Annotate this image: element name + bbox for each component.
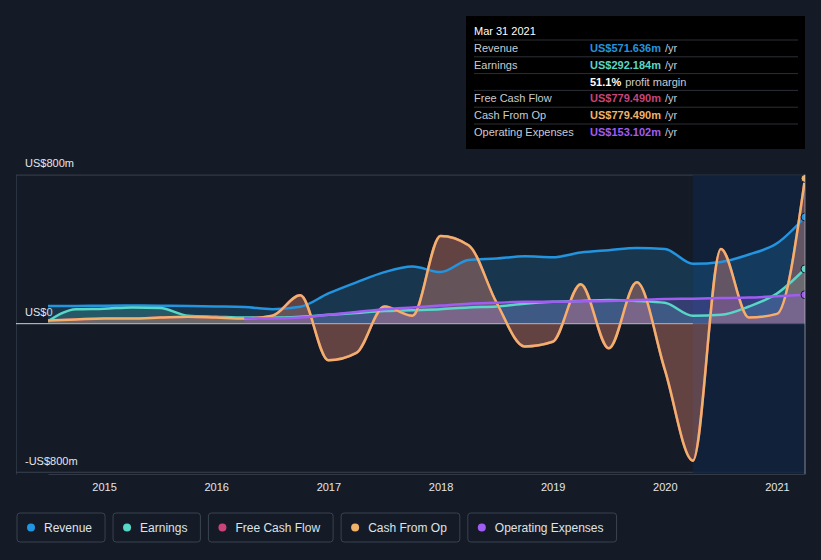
- tooltip-value: US$153.102m/yr: [590, 126, 678, 138]
- tooltip-label: Revenue: [474, 42, 518, 54]
- legend-button[interactable]: [17, 513, 105, 542]
- tooltip-value-number: US$571.636m: [590, 42, 661, 54]
- series-area: [48, 178, 805, 460]
- tooltip-separator: [474, 56, 798, 57]
- legend-swatch: [478, 524, 486, 532]
- x-axis: 2015 2016 2017 2018 2019 2020 2021: [49, 474, 806, 493]
- tooltip-date: Mar 31 2021: [474, 25, 536, 37]
- tooltip-separator: [474, 90, 798, 91]
- tooltip-value: US$779.490m/yr: [590, 109, 678, 121]
- legend-item[interactable]: Operating Expenses: [468, 513, 617, 542]
- legend-item[interactable]: Revenue: [17, 513, 105, 542]
- x-tick: 2020: [653, 474, 677, 493]
- y-axis-line: [16, 175, 17, 474]
- tooltip-value-number: US$153.102m: [590, 126, 661, 138]
- end-point: [801, 213, 805, 221]
- end-point: [801, 291, 805, 299]
- tooltip-value: US$571.636m/yr: [590, 42, 678, 54]
- x-tick-label: 2015: [92, 481, 116, 493]
- tooltip-box: [466, 16, 805, 149]
- tooltip-label: Cash From Op: [474, 109, 546, 121]
- y-axis: US$800mUS$0-US$800m: [16, 157, 805, 474]
- legend: Revenue Earnings Free Cash Flow Cash From O…: [17, 513, 617, 542]
- tooltip-unit: /yr: [665, 42, 678, 54]
- series-area: [48, 217, 805, 323]
- tooltip: Mar 31 2021 Revenue US$571.636m/yr Earnings…: [466, 16, 805, 149]
- legend-swatch: [27, 524, 35, 532]
- series-line: [48, 178, 805, 460]
- tooltip-value-number: US$779.490m: [590, 92, 661, 104]
- tooltip-separator: [474, 73, 798, 74]
- tooltip-separator: [474, 107, 798, 108]
- legend-item[interactable]: Free Cash Flow: [208, 513, 333, 542]
- tooltip-value: US$779.490m/yr: [590, 92, 678, 104]
- x-tick: 2021: [765, 474, 789, 493]
- tooltip-unit: profit margin: [625, 76, 686, 88]
- y-tick-label: -US$800m: [25, 455, 78, 467]
- y-tick: US$800m: [16, 157, 805, 175]
- x-tick: 2019: [541, 474, 565, 493]
- legend-label[interactable]: Operating Expenses: [495, 521, 604, 535]
- x-tick-label: 2018: [429, 481, 453, 493]
- legend-button[interactable]: [113, 513, 200, 542]
- tooltip-unit: /yr: [665, 59, 678, 71]
- tooltip-label: Operating Expenses: [474, 126, 574, 138]
- grid-line: [16, 175, 805, 176]
- end-point: [801, 175, 805, 183]
- end-point: [801, 175, 805, 183]
- series-area: [244, 295, 805, 323]
- tooltip-value: US$292.184m/yr: [590, 59, 678, 71]
- legend-label[interactable]: Revenue: [44, 521, 92, 535]
- x-tick-label: 2019: [541, 481, 565, 493]
- grid-line: [16, 472, 805, 473]
- y-tick: -US$800m: [16, 455, 805, 473]
- x-tick-label: 2017: [317, 481, 341, 493]
- legend-button[interactable]: [208, 513, 333, 542]
- legend-button[interactable]: [468, 513, 617, 542]
- legend-label[interactable]: Earnings: [140, 521, 187, 535]
- series-area: [48, 178, 805, 460]
- x-axis-line: [49, 474, 806, 475]
- legend-swatch: [123, 524, 131, 532]
- plot-frame: [805, 175, 806, 474]
- legend-label[interactable]: Cash From Op: [368, 521, 447, 535]
- x-tick: 2016: [204, 474, 228, 493]
- series-line: [48, 178, 805, 460]
- end-point: [801, 265, 805, 273]
- background: [0, 0, 821, 560]
- x-tick: 2017: [317, 474, 341, 493]
- tooltip-unit: /yr: [665, 126, 678, 138]
- tooltip-unit: /yr: [665, 92, 678, 104]
- tooltip-separator: [474, 40, 798, 41]
- x-tick: 2015: [92, 474, 116, 493]
- tooltip-value-number: US$779.490m: [590, 109, 661, 121]
- legend-item[interactable]: Earnings: [113, 513, 200, 542]
- tooltip-value: 51.1% profit margin: [590, 76, 686, 88]
- y-tick-label: US$800m: [25, 157, 74, 169]
- series-line: [244, 295, 805, 319]
- legend-swatch: [351, 524, 359, 532]
- legend-label[interactable]: Free Cash Flow: [235, 521, 320, 535]
- x-tick-label: 2020: [653, 481, 677, 493]
- x-tick-label: 2016: [204, 481, 228, 493]
- tooltip-separator: [474, 124, 798, 125]
- tooltip-unit: /yr: [665, 109, 678, 121]
- tooltip-label: Earnings: [474, 59, 518, 71]
- plot-area: [48, 175, 805, 474]
- legend-swatch: [218, 524, 226, 532]
- legend-button[interactable]: [341, 513, 460, 542]
- x-tick-label: 2021: [765, 481, 789, 493]
- chart: US$800mUS$0-US$800m201520162017201820192…: [0, 0, 821, 560]
- tooltip-value-number: 51.1%: [590, 76, 621, 88]
- legend-item[interactable]: Cash From Op: [341, 513, 460, 542]
- x-tick: 2018: [429, 474, 453, 493]
- tooltip-value-number: US$292.184m: [590, 59, 661, 71]
- series-line: [48, 217, 805, 309]
- tooltip-label: Free Cash Flow: [474, 92, 552, 104]
